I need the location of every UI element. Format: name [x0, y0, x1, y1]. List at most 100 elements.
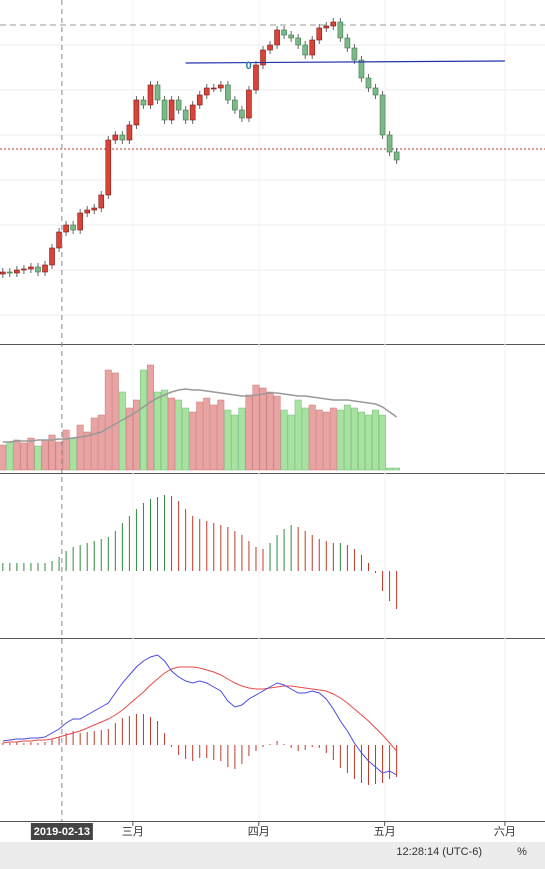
candle-body	[14, 269, 20, 274]
candle-body	[147, 84, 154, 106]
volume-bar	[125, 407, 133, 471]
candle-body	[196, 94, 203, 106]
trend-line	[185, 60, 505, 64]
volume-bar	[83, 431, 91, 471]
volume-bar	[182, 407, 190, 471]
volume-bar	[154, 391, 161, 471]
x-tick-label: 四月	[248, 826, 270, 838]
volume-bar	[175, 399, 183, 471]
candle-body	[274, 29, 280, 46]
candle-body	[288, 34, 294, 39]
candle-body	[70, 224, 76, 231]
candle-body	[365, 77, 372, 89]
candle-body	[379, 94, 386, 136]
candle-body	[21, 268, 27, 271]
volume-bar	[147, 364, 154, 471]
volume-bar	[238, 407, 246, 471]
candle-body	[133, 99, 140, 126]
candle-body	[309, 39, 316, 56]
candle-body	[351, 47, 358, 61]
volume-bar	[97, 414, 105, 471]
volume-bar	[203, 397, 211, 471]
volume-bar	[358, 411, 365, 471]
volume-bar	[266, 391, 274, 471]
volume-bar	[350, 407, 358, 471]
volume-bar	[168, 397, 176, 471]
volume-bar	[322, 411, 330, 471]
candle-body	[239, 109, 245, 119]
volume-bar	[0, 444, 7, 471]
candle-body	[63, 224, 69, 233]
candle-body	[56, 231, 62, 249]
volume-bar	[294, 399, 302, 471]
volume-bar	[41, 439, 49, 471]
candle-body	[105, 139, 112, 196]
volume-bar	[393, 467, 401, 471]
candle-body	[119, 134, 126, 141]
volume-ma	[2, 388, 398, 443]
volume-bar	[69, 437, 77, 471]
volume-bar	[13, 439, 21, 471]
volume-bar	[20, 442, 28, 471]
volume-bar	[76, 424, 84, 471]
volume-bar	[343, 404, 351, 471]
volume-bar	[34, 445, 42, 471]
candle-body	[182, 109, 189, 121]
candle-body	[225, 84, 231, 101]
volume-bar	[287, 414, 295, 471]
candle-body	[35, 266, 41, 273]
volume-bar	[245, 394, 253, 471]
volume-bar	[118, 391, 126, 471]
candle-body	[112, 134, 119, 141]
volume-bar	[259, 387, 267, 471]
volume-bar	[90, 417, 98, 471]
volume-bar	[365, 414, 372, 471]
candle-body	[232, 99, 238, 111]
candle-body	[175, 99, 182, 111]
candle-body	[126, 124, 133, 141]
candle-body	[98, 194, 105, 209]
candle-body	[337, 21, 344, 39]
trend-label: 0	[246, 60, 252, 72]
candle-body	[218, 84, 224, 89]
volume-bar	[315, 409, 323, 471]
x-tick-label: 五月	[374, 826, 396, 838]
candle-body	[28, 266, 34, 270]
candle-body	[344, 37, 351, 49]
volume-bar	[224, 409, 232, 471]
macd-dea	[2, 666, 397, 752]
candle-body	[49, 247, 55, 266]
candle-body	[91, 207, 98, 211]
volume-bar	[48, 434, 56, 471]
crosshair-label-box	[30, 823, 93, 840]
candle-body	[316, 27, 323, 41]
candle-body	[84, 209, 90, 214]
candle-body	[372, 87, 379, 96]
candle-body	[323, 25, 330, 29]
candle-body	[253, 64, 259, 91]
volume-bar	[132, 399, 140, 471]
candle-body	[281, 29, 287, 36]
volume-bar	[6, 441, 14, 471]
volume-bar	[217, 399, 225, 471]
crosshair-label: 2019-02-13	[34, 826, 90, 838]
volume-bar	[301, 407, 309, 471]
volume-bar	[196, 401, 204, 471]
volume-bar	[62, 429, 70, 471]
volume-bar	[386, 467, 394, 471]
volume-bar	[336, 409, 344, 471]
volume-bar	[308, 404, 316, 471]
candle-body	[246, 89, 252, 119]
volume-bar	[372, 409, 379, 471]
candle-body	[161, 99, 168, 121]
candle-body	[0, 271, 6, 275]
status-unit: %	[517, 846, 527, 858]
volume-bar	[27, 437, 35, 471]
candle-body	[7, 271, 13, 274]
candle-body	[302, 44, 309, 56]
x-tick-label: 六月	[494, 825, 516, 838]
candle-body	[358, 59, 365, 79]
candle-body	[42, 264, 48, 273]
volume-bar	[280, 409, 288, 471]
